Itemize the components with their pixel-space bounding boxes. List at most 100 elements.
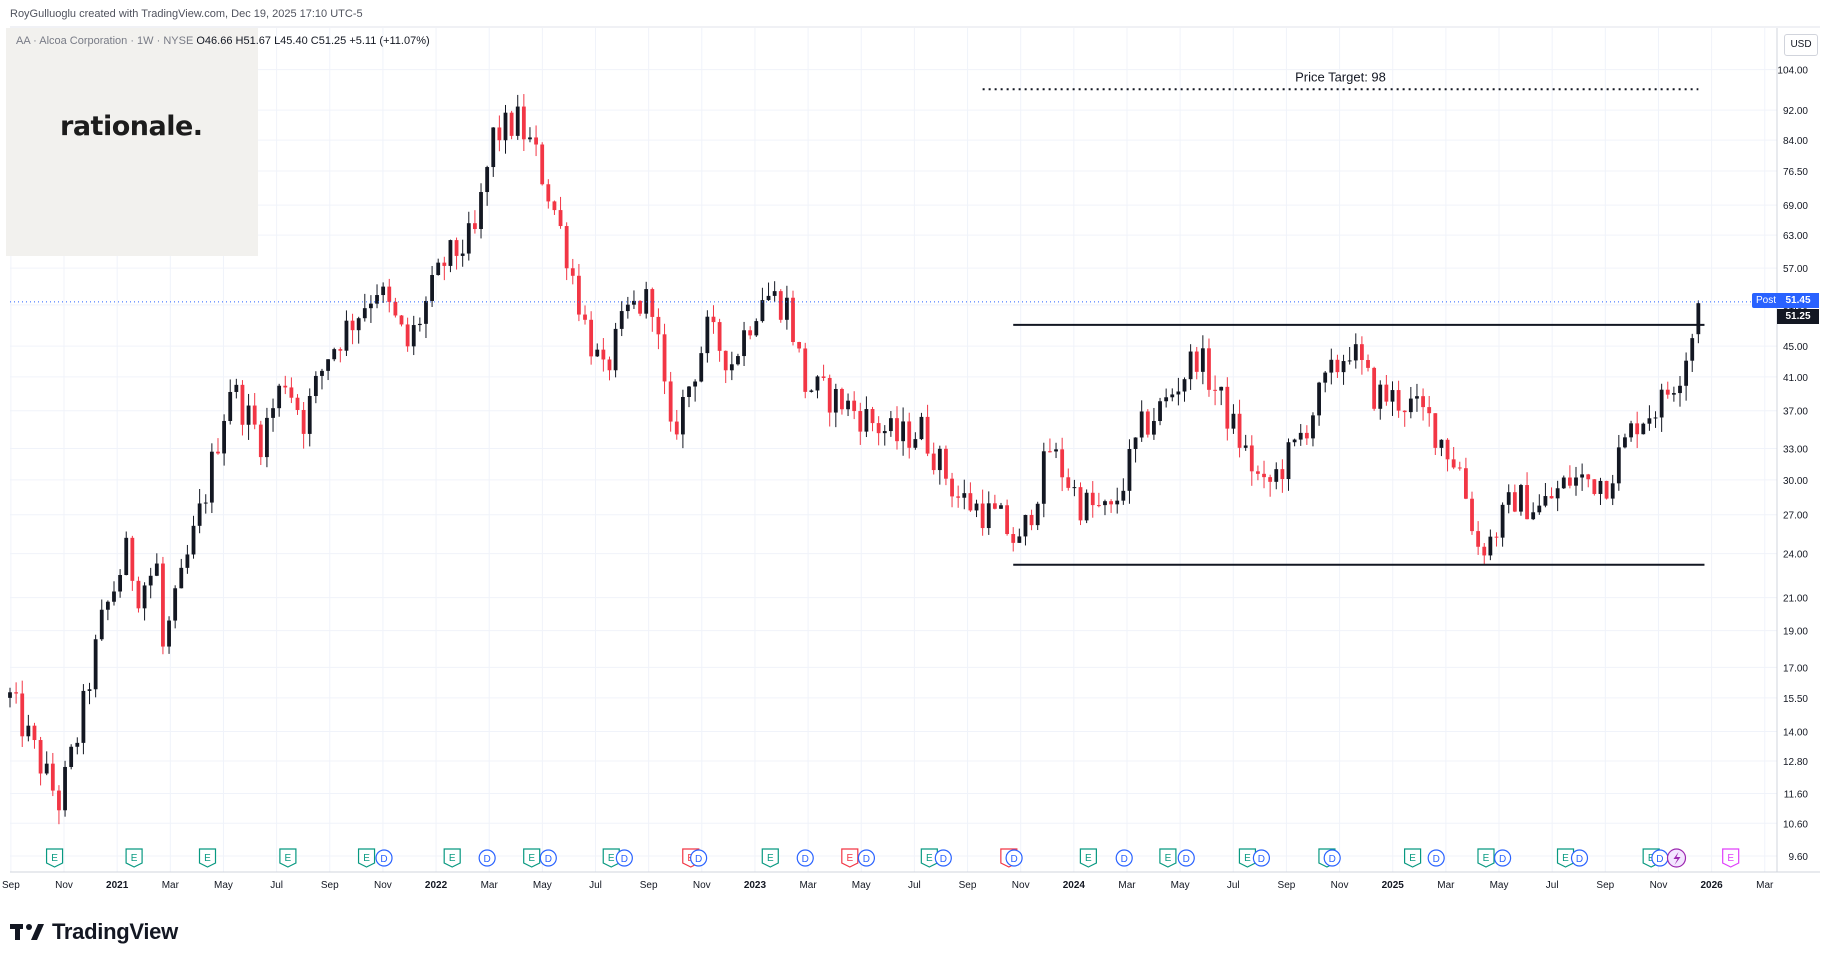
candle-body [680,396,685,435]
currency-button[interactable]: USD [1784,34,1818,56]
candle-body [1262,473,1266,478]
candle-body [381,286,386,296]
candle-body [1647,418,1652,424]
candle-body [662,334,667,382]
candle-body [956,496,961,498]
candle-body [564,226,569,269]
candle-body [1641,423,1646,435]
candle-body [197,503,202,526]
candle-body [809,390,814,392]
candle-body [283,385,288,388]
candle-body [1592,479,1597,494]
candle-body [1384,384,1389,402]
candle-body [570,268,575,276]
candle-body [1109,501,1113,505]
candle-body [515,106,520,136]
x-tick-label: Mar [481,880,499,891]
candle-body [228,391,233,421]
candle-body [216,451,220,454]
candle-body [50,763,55,791]
y-tick-label: 15.50 [1783,694,1808,705]
x-tick-label: Nov [374,880,392,891]
candle-body [1506,492,1511,505]
candle-body [1170,394,1175,398]
candle-body [1176,391,1181,395]
candle-body [1671,393,1676,395]
candle-body [1078,487,1083,521]
candle-body [674,421,679,435]
candle-body [895,418,899,442]
candle-body [644,289,649,314]
candle-body [950,478,954,497]
x-tick-label: Jul [270,880,283,891]
candle-body [75,742,80,747]
dividend-marker-letter: D [1183,854,1190,865]
candle-body [1451,459,1456,468]
dividend-marker-letter: D [1576,854,1583,865]
symbol-legend[interactable]: AA · Alcoa Corporation · 1W · NYSE O46.6… [16,35,430,47]
candle-body [1574,477,1578,486]
candle-body [442,262,447,266]
candle-body [1629,423,1633,438]
x-tick-label: May [533,880,552,891]
candle-body [1378,384,1383,409]
candle-body [1463,468,1468,499]
candle-body [44,763,49,774]
dividend-marker-letter: D [1433,854,1440,865]
candle-body [338,349,343,351]
candle-body [1598,480,1603,494]
dividend-marker-letter: D [621,854,628,865]
y-tick-label: 104.00 [1777,66,1808,77]
candle-body [399,315,404,325]
candle-body [625,304,630,312]
earnings-marker-letter: E [51,853,58,864]
dividend-marker-letter: D [863,854,870,865]
candle-body [1439,439,1444,448]
candle-body [668,381,673,422]
candle-body [907,421,912,448]
candle-body [577,275,581,315]
candle-body [1421,396,1425,408]
candle-body [858,411,863,432]
candle-body [1500,504,1505,538]
candle-body [815,376,820,391]
candle-body [1219,386,1224,391]
candle-body [919,416,924,440]
candle-body [362,308,367,319]
candle-body [8,692,12,698]
y-tick-label: 33.00 [1783,444,1808,455]
candle-body [521,106,526,140]
x-tick-label: 2025 [1382,880,1405,891]
candle-body [1335,359,1340,373]
y-tick-label: 92.00 [1783,106,1808,117]
candle-body [1317,382,1321,416]
y-tick-label: 57.00 [1783,264,1808,275]
logo-panel [6,28,258,256]
earnings-marker-letter: E [1727,853,1734,864]
y-tick-label: 12.80 [1783,757,1808,768]
candle-body [1543,496,1548,506]
candle-body [552,201,557,211]
earnings-marker-icon [1722,848,1740,868]
candle-body [473,223,477,230]
candle-body [687,386,691,397]
candle-body [729,364,734,371]
candle-body [742,330,746,357]
earnings-marker-icon [125,848,143,868]
earnings-marker-letter: E [528,853,535,864]
tradingview-logo[interactable]: TradingView [10,919,178,945]
candle-body [57,790,61,811]
candle-body [1684,360,1689,386]
candle-body [167,620,171,647]
attribution-text: RoyGulluoglu created with TradingView.co… [10,8,363,20]
candle-body [436,262,441,276]
candle-body [1023,514,1028,537]
candle-body [1372,367,1377,409]
candle-body [1561,477,1566,489]
x-tick-label: 2026 [1700,880,1723,891]
candle-body [864,409,869,432]
candle-body [240,384,245,425]
candle-body [925,416,930,454]
candle-body [1665,389,1670,395]
